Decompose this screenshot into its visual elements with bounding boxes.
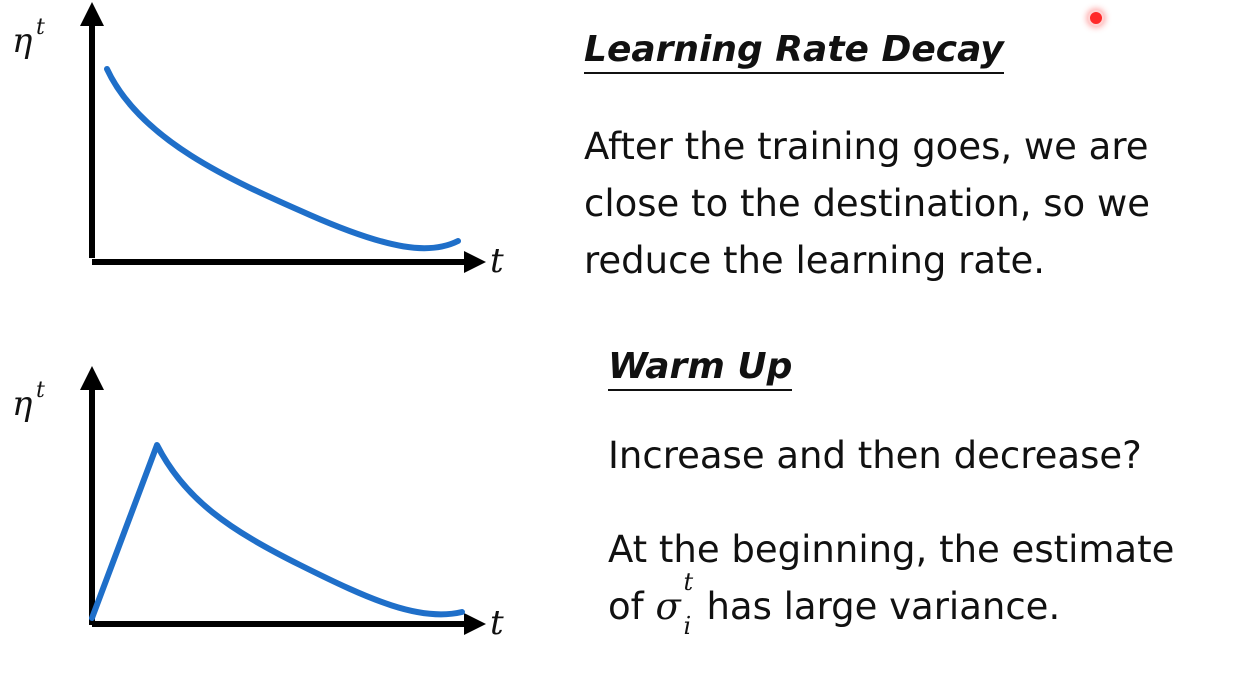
warmup-x-arrowhead (464, 613, 486, 635)
decay-line-3: reduce the learning rate. (584, 239, 1046, 282)
decay-graph: η t t (12, 2, 504, 281)
decay-y-arrowhead (80, 2, 104, 26)
decay-x-arrowhead (464, 251, 486, 273)
warmup-y-label: η (12, 384, 33, 424)
decay-line-1: After the training goes, we are (584, 125, 1149, 168)
warmup-heading: Warm Up (608, 347, 793, 391)
decay-heading: Learning Rate Decay (584, 30, 1004, 74)
decay-line-2: close to the destination, so we (584, 182, 1150, 225)
warmup-graph: η t t (12, 366, 504, 643)
warmup-line-1: At the beginning, the estimate (608, 528, 1175, 571)
warmup-y-label-sup: t (36, 378, 45, 403)
laser-pointer-dot (1088, 10, 1104, 26)
warmup-line-2-suffix: has large variance. (694, 585, 1061, 628)
warmup-y-arrowhead (80, 366, 104, 390)
decay-x-label: t (490, 241, 504, 281)
decay-curve (104, 66, 461, 252)
decay-y-label-sup: t (36, 15, 45, 40)
sigma-subscript: i (683, 612, 692, 640)
sigma-symbol: σ (655, 585, 681, 628)
warmup-line-2-prefix: of (608, 585, 656, 628)
sigma-superscript: t (683, 568, 694, 596)
warmup-question: Increase and then decrease? (608, 434, 1142, 477)
warmup-x-label: t (490, 603, 504, 643)
decay-description: After the training goes, we are close to… (584, 118, 1150, 289)
decay-y-label: η (12, 21, 33, 61)
warmup-curve (89, 442, 465, 621)
